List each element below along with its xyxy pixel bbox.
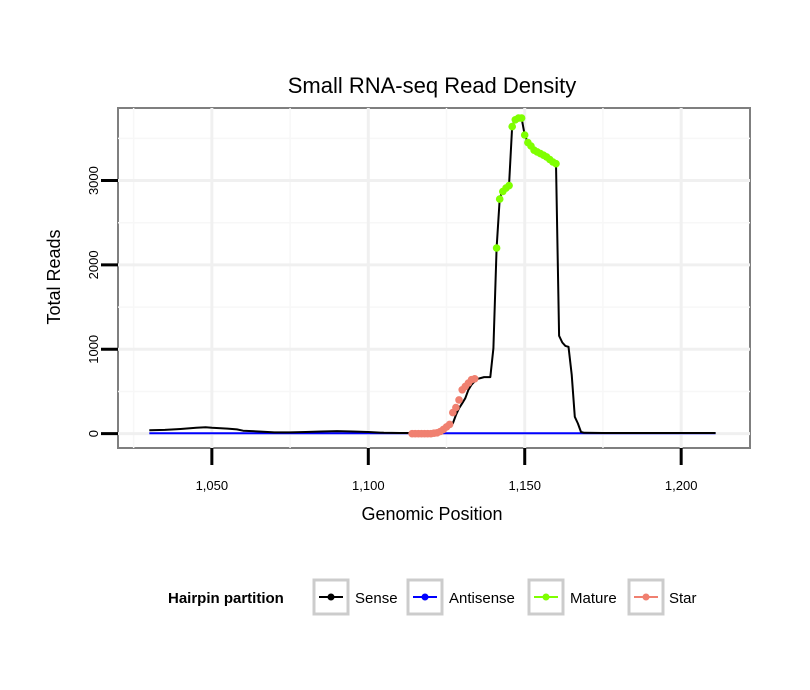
- legend-swatch-point-antisense: [421, 593, 429, 601]
- y-axis-title: Total Reads: [44, 229, 64, 324]
- series-layer: [149, 114, 716, 438]
- y-tick-label: 1000: [86, 335, 101, 364]
- data-point-mature: [492, 244, 501, 252]
- data-point-star: [470, 375, 479, 383]
- y-tick-label: 3000: [86, 166, 101, 195]
- data-point-mature: [508, 122, 516, 131]
- x-tick-label: 1,050: [196, 478, 229, 493]
- data-point-star: [452, 403, 460, 412]
- y-axis: 0 1000 2000 3000: [86, 166, 118, 437]
- x-tick-label: 1,100: [352, 478, 385, 493]
- legend-label-mature: Mature: [570, 590, 617, 607]
- legend-label-sense: Sense: [355, 590, 398, 607]
- x-axis-title: Genomic Position: [361, 504, 502, 524]
- legend: Hairpin partition Sense Antisense Mature St…: [168, 578, 697, 616]
- legend-title: Hairpin partition: [168, 590, 284, 607]
- grid-minor: [118, 108, 750, 448]
- legend-swatch-point-sense: [327, 593, 335, 601]
- legend-label-star: Star: [669, 590, 697, 607]
- series-line-sense: [149, 117, 716, 434]
- y-tick-label: 0: [86, 430, 101, 437]
- data-point-mature: [495, 195, 504, 203]
- legend-swatch-point-star: [642, 593, 650, 601]
- y-tick-label: 2000: [86, 250, 101, 279]
- data-point-mature: [552, 159, 560, 168]
- data-point-mature: [517, 114, 526, 122]
- legend-swatch-point-mature: [542, 593, 550, 601]
- chart-title: Small RNA-seq Read Density: [288, 73, 577, 98]
- legend-label-antisense: Antisense: [449, 590, 515, 607]
- x-tick-label: 1,150: [508, 478, 541, 493]
- data-point-mature: [505, 181, 513, 190]
- data-point-star: [455, 396, 463, 404]
- x-axis: 1,050 1,100 1,150 1,200: [196, 448, 698, 493]
- x-tick-label: 1,200: [665, 478, 698, 493]
- data-point-star: [445, 420, 454, 429]
- data-point-mature: [520, 131, 529, 139]
